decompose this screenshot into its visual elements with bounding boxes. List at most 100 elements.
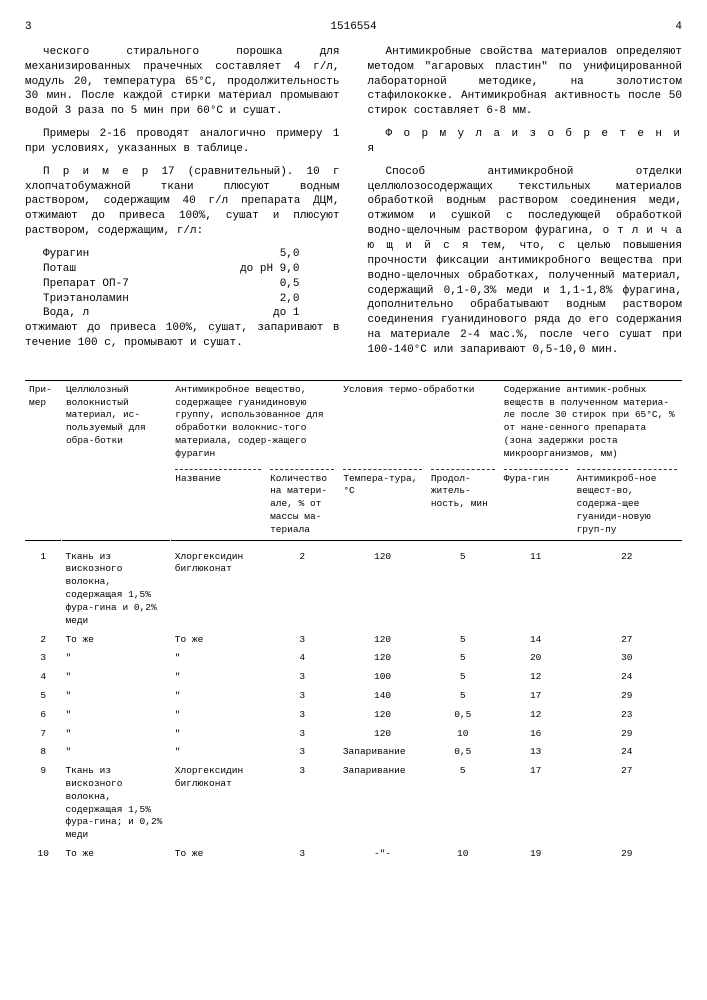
cell: ": [171, 743, 266, 762]
cell: 8: [25, 743, 61, 762]
right-column: Антимикробные свойства материалов опреде…: [368, 45, 683, 366]
cell: 0,5: [426, 743, 499, 762]
table-row: 7""3120101629: [25, 725, 682, 744]
cell: 120: [339, 631, 426, 650]
cell: Запаривание: [339, 762, 426, 845]
cell: 24: [572, 743, 681, 762]
cell: 22: [572, 540, 681, 630]
cell: 120: [339, 725, 426, 744]
comp-val: 0,5: [280, 277, 300, 292]
th-sub-name: Название: [171, 464, 266, 541]
cell: 19: [499, 845, 572, 864]
cell: 120: [339, 540, 426, 630]
cell: 9: [25, 762, 61, 845]
cell: 3: [266, 687, 339, 706]
comp-val: 5,0: [280, 247, 300, 262]
cell: ": [61, 725, 170, 744]
para: Антимикробные свойства материалов опреде…: [368, 45, 683, 119]
cell: То же: [171, 845, 266, 864]
para: ческого стирального порошка для механизи…: [25, 45, 340, 119]
cell: То же: [171, 631, 266, 650]
comp-val: 2,0: [280, 292, 300, 307]
cell: 0,5: [426, 706, 499, 725]
comp-row: Вода, л до 1: [43, 306, 340, 321]
cell: 13: [499, 743, 572, 762]
para: отжимают до привеса 100%, сушат, запарив…: [25, 321, 340, 351]
cell: ": [171, 668, 266, 687]
cell: 120: [339, 706, 426, 725]
para: П р и м е р 17 (сравнительный). 10 г хло…: [25, 165, 340, 239]
cell: То же: [61, 845, 170, 864]
cell: 30: [572, 649, 681, 668]
para: Способ антимикробной отделки целлюлозосо…: [368, 165, 683, 358]
table-row: 10То жеТо же3-"-101929: [25, 845, 682, 864]
cell: 11: [499, 540, 572, 630]
cell: 1: [25, 540, 61, 630]
cell: 5: [426, 540, 499, 630]
label: Количество на матери-але, % от массы ма-…: [270, 473, 327, 535]
cell: ": [171, 649, 266, 668]
table-row: 5""314051729: [25, 687, 682, 706]
cell: 20: [499, 649, 572, 668]
th-content: Содержание антимик-робных веществ в полу…: [499, 380, 681, 463]
cell: 17: [499, 687, 572, 706]
cell: 24: [572, 668, 681, 687]
cell: 140: [339, 687, 426, 706]
cell: 14: [499, 631, 572, 650]
comp-row: Поташдо pH 9,0: [43, 262, 340, 277]
cell: 5: [426, 668, 499, 687]
comp-key: Триэтаноламин: [43, 292, 129, 307]
page-right: 4: [675, 20, 682, 35]
cell: Запаривание: [339, 743, 426, 762]
th-example: При-мер: [25, 380, 61, 540]
cell: 7: [25, 725, 61, 744]
cell: 10: [426, 725, 499, 744]
label: Продол-житель-ность, мин: [431, 473, 488, 510]
cell: 100: [339, 668, 426, 687]
cell: 3: [266, 706, 339, 725]
cell: Ткань из вискозного волокна, содержащая …: [61, 762, 170, 845]
cell: Ткань из вискозного волокна, содержащая …: [61, 540, 170, 630]
cell: 27: [572, 762, 681, 845]
table-row: 1 Ткань из вискозного волокна, содержаща…: [25, 540, 682, 630]
comp-row: Фурагин 5,0: [43, 247, 340, 262]
cell: 120: [339, 649, 426, 668]
cell: 17: [499, 762, 572, 845]
comp-row: Препарат ОП-70,5: [43, 277, 340, 292]
cell: 10: [426, 845, 499, 864]
cell: 29: [572, 845, 681, 864]
comp-key: Фурагин: [43, 247, 89, 262]
cell: 3: [266, 725, 339, 744]
cell: 5: [25, 687, 61, 706]
cell: Хлоргексидин биглюконат: [171, 540, 266, 630]
cell: То же: [61, 631, 170, 650]
comp-key: Вода, л: [43, 306, 89, 321]
label: Антимикроб-ное вещест-во, содержа-щее гу…: [577, 473, 657, 535]
cell: 3: [266, 762, 339, 845]
label: Название: [175, 473, 221, 484]
cell: 12: [499, 706, 572, 725]
cell: 16: [499, 725, 572, 744]
cell: 29: [572, 725, 681, 744]
cell: 5: [426, 631, 499, 650]
doc-number: 1516554: [32, 20, 676, 35]
th-amb: Антимикроб-ное вещест-во, содержа-щее гу…: [572, 464, 681, 541]
cell: 6: [25, 706, 61, 725]
data-table: При-мер Целлюлозный волокнистый материал…: [25, 380, 682, 864]
cell: 2: [25, 631, 61, 650]
cell: 3: [266, 743, 339, 762]
th-thermo: Условия термо-обработки: [339, 380, 499, 463]
cell: ": [61, 687, 170, 706]
cell: 5: [426, 762, 499, 845]
table-body: 1 Ткань из вискозного волокна, содержаща…: [25, 540, 682, 864]
cell: ": [171, 706, 266, 725]
body-columns: ческого стирального порошка для механизи…: [25, 45, 682, 366]
table-row: 9Ткань из вискозного волокна, содержащая…: [25, 762, 682, 845]
th-material: Целлюлозный волокнистый материал, ис-пол…: [61, 380, 170, 540]
cell: 29: [572, 687, 681, 706]
comp-val: до 1: [273, 306, 299, 321]
cell: 23: [572, 706, 681, 725]
label: Темпера-тура, °С: [343, 473, 417, 497]
cell: ": [171, 687, 266, 706]
page-left: 3: [25, 20, 32, 35]
